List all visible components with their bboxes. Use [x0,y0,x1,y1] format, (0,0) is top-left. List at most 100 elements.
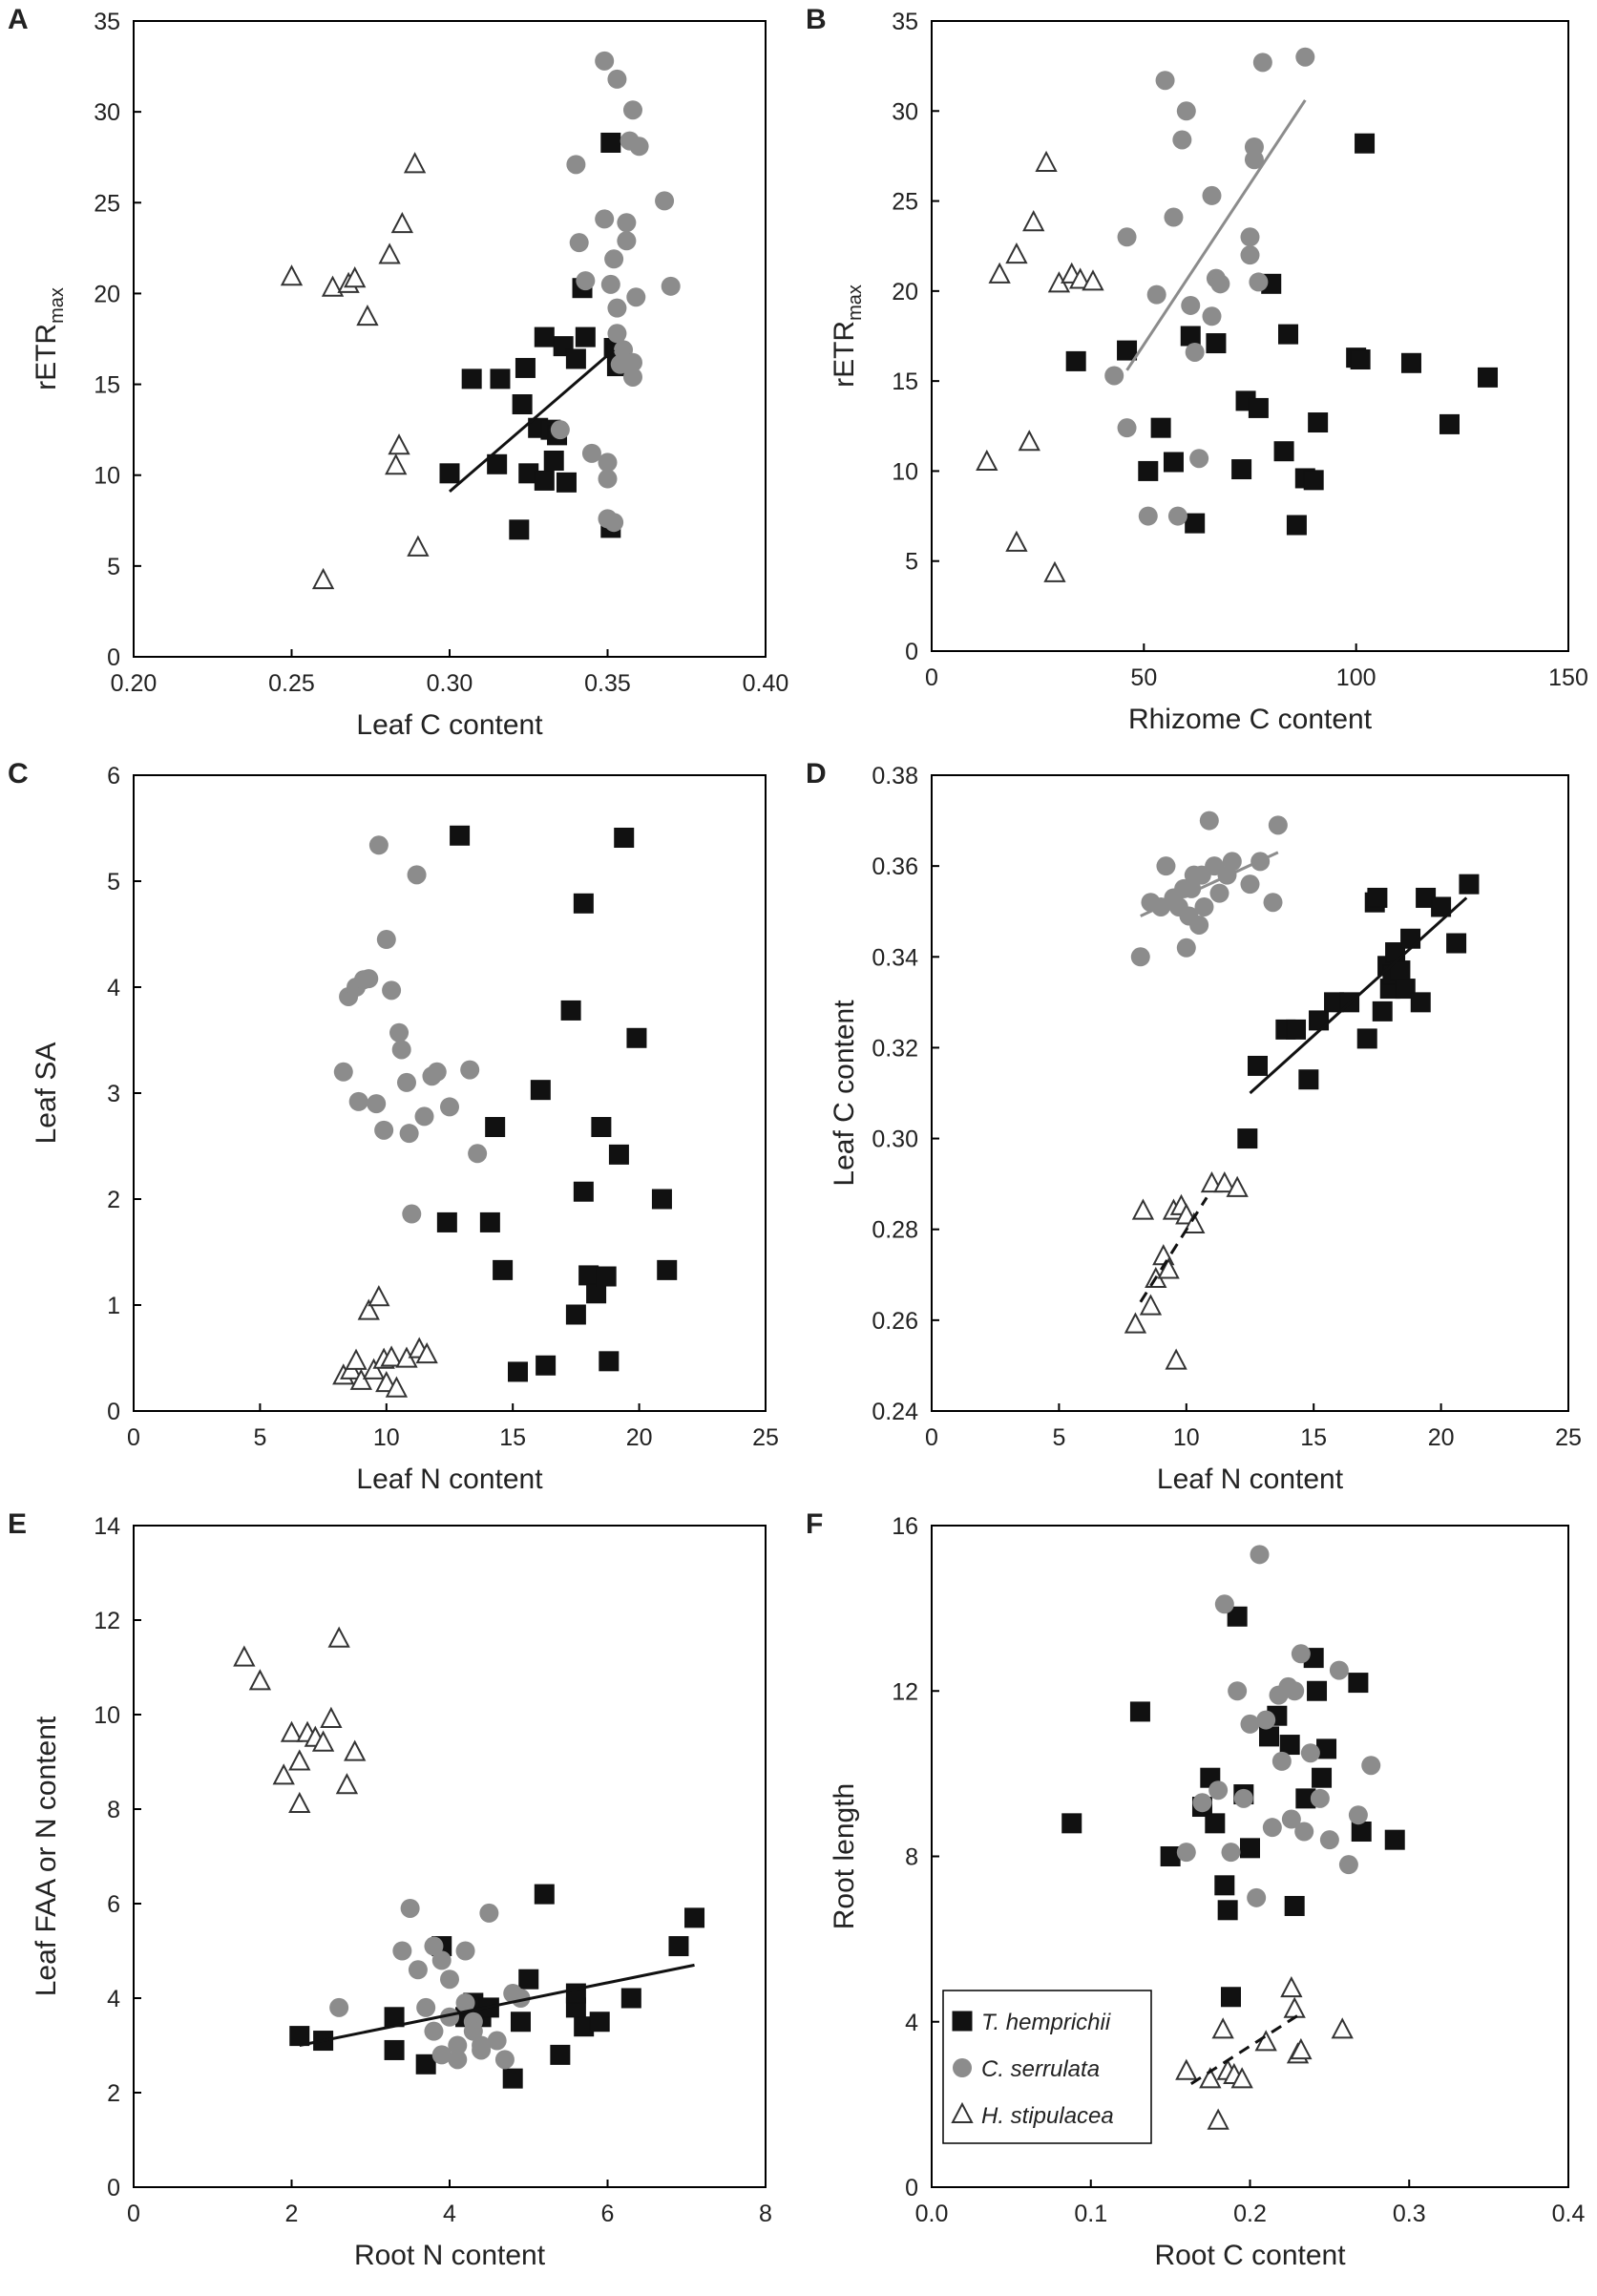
data-point [604,513,624,533]
data-point [385,453,408,475]
data-point [1281,1809,1301,1829]
data-point [1124,1312,1147,1334]
plot-frame [133,1525,767,2188]
data-point [368,835,389,855]
data-point [598,469,618,489]
x-tick-label: 8 [759,2201,772,2227]
data-point [1312,1767,1333,1788]
data-point [1157,1257,1180,1279]
data-point [1138,460,1159,481]
y-tick-label: 0.34 [872,944,918,971]
data-point [1130,947,1150,967]
data-point [550,420,570,440]
trend-line [1249,896,1468,1095]
data-point [512,394,533,415]
data-point [333,1062,353,1082]
data-point [1308,412,1329,433]
data-point [1082,269,1104,291]
data-point [1300,1743,1320,1763]
data-point [550,2044,571,2065]
data-point [463,2021,483,2041]
legend-label: T. hemprichii [981,2010,1111,2035]
data-point [376,930,396,950]
data-point [479,1903,499,1923]
legend-box [942,1990,1152,2144]
x-tick-label: 0 [127,2201,140,2227]
data-point [1180,326,1201,347]
series-c-serrulata [1176,1545,1381,1907]
data-point [1207,2108,1229,2130]
data-point [626,287,646,307]
data-point [248,1669,272,1691]
data-point [414,1106,434,1127]
series-h-stipulacea [1175,1975,1354,2130]
x-tick-label: 0 [127,1424,140,1451]
x-tick-label: 25 [1555,1424,1582,1451]
series-h-stipulacea [1124,1170,1249,1370]
plot-frame [931,774,1569,1412]
data-point [534,1884,555,1905]
data-point [1005,242,1028,264]
panel-letter: B [806,4,827,35]
series-c-serrulata [333,835,488,1224]
data-point [1194,896,1214,916]
data-point [1361,1756,1381,1776]
y-tick-label: 5 [107,554,120,580]
trend-line [1125,99,1307,371]
y-tick-label: 25 [94,190,120,217]
data-point [450,825,471,846]
data-point [1256,1710,1276,1730]
data-point [424,2021,444,2041]
data-point [1213,1170,1236,1193]
y-tick-label: 0.36 [872,853,918,880]
data-point [490,369,511,390]
data-point [1248,397,1269,418]
data-point [1247,1887,1267,1907]
data-point [288,1791,311,1814]
trend-line [1189,2012,1302,2085]
data-point [431,1950,452,1970]
data-point [1309,1010,1330,1031]
data-point [440,1097,459,1117]
data-point [1372,1001,1393,1022]
y-tick-label: 5 [905,549,918,576]
data-point [1291,1644,1311,1664]
data-point [607,324,627,344]
data-point [1214,1875,1235,1896]
data-point [1431,896,1452,917]
y-tick-label: 0 [107,2175,120,2201]
data-point [439,463,460,484]
data-point [1240,227,1260,247]
data-point [507,1361,528,1382]
data-point [595,51,615,71]
data-point [598,453,618,473]
y-tick-label: 0.26 [872,1308,918,1335]
data-point [1061,1813,1082,1834]
data-point [595,209,615,229]
data-point [382,980,402,1001]
data-point [1230,2067,1253,2089]
y-tick-label: 15 [94,372,120,399]
data-point [344,1739,367,1761]
panel-letter: E [8,1508,27,1540]
data-point [1022,210,1045,232]
data-point [617,213,637,233]
data-point [1439,413,1460,434]
data-point [427,1062,447,1082]
data-point [1284,1895,1305,1916]
y-axis-label: rETRmax [31,287,68,390]
data-point [657,1259,678,1280]
data-point [1160,1846,1181,1866]
data-point [1459,874,1480,895]
data-point [1208,1780,1229,1801]
x-tick-label: 5 [253,1424,266,1451]
data-point [1183,1211,1206,1233]
data-point [1233,1788,1253,1808]
x-tick-label: 0.20 [111,670,158,697]
x-tick-label: 0 [925,1424,938,1451]
data-point [1263,893,1283,913]
data-point [1240,874,1260,895]
data-point [578,1265,599,1286]
